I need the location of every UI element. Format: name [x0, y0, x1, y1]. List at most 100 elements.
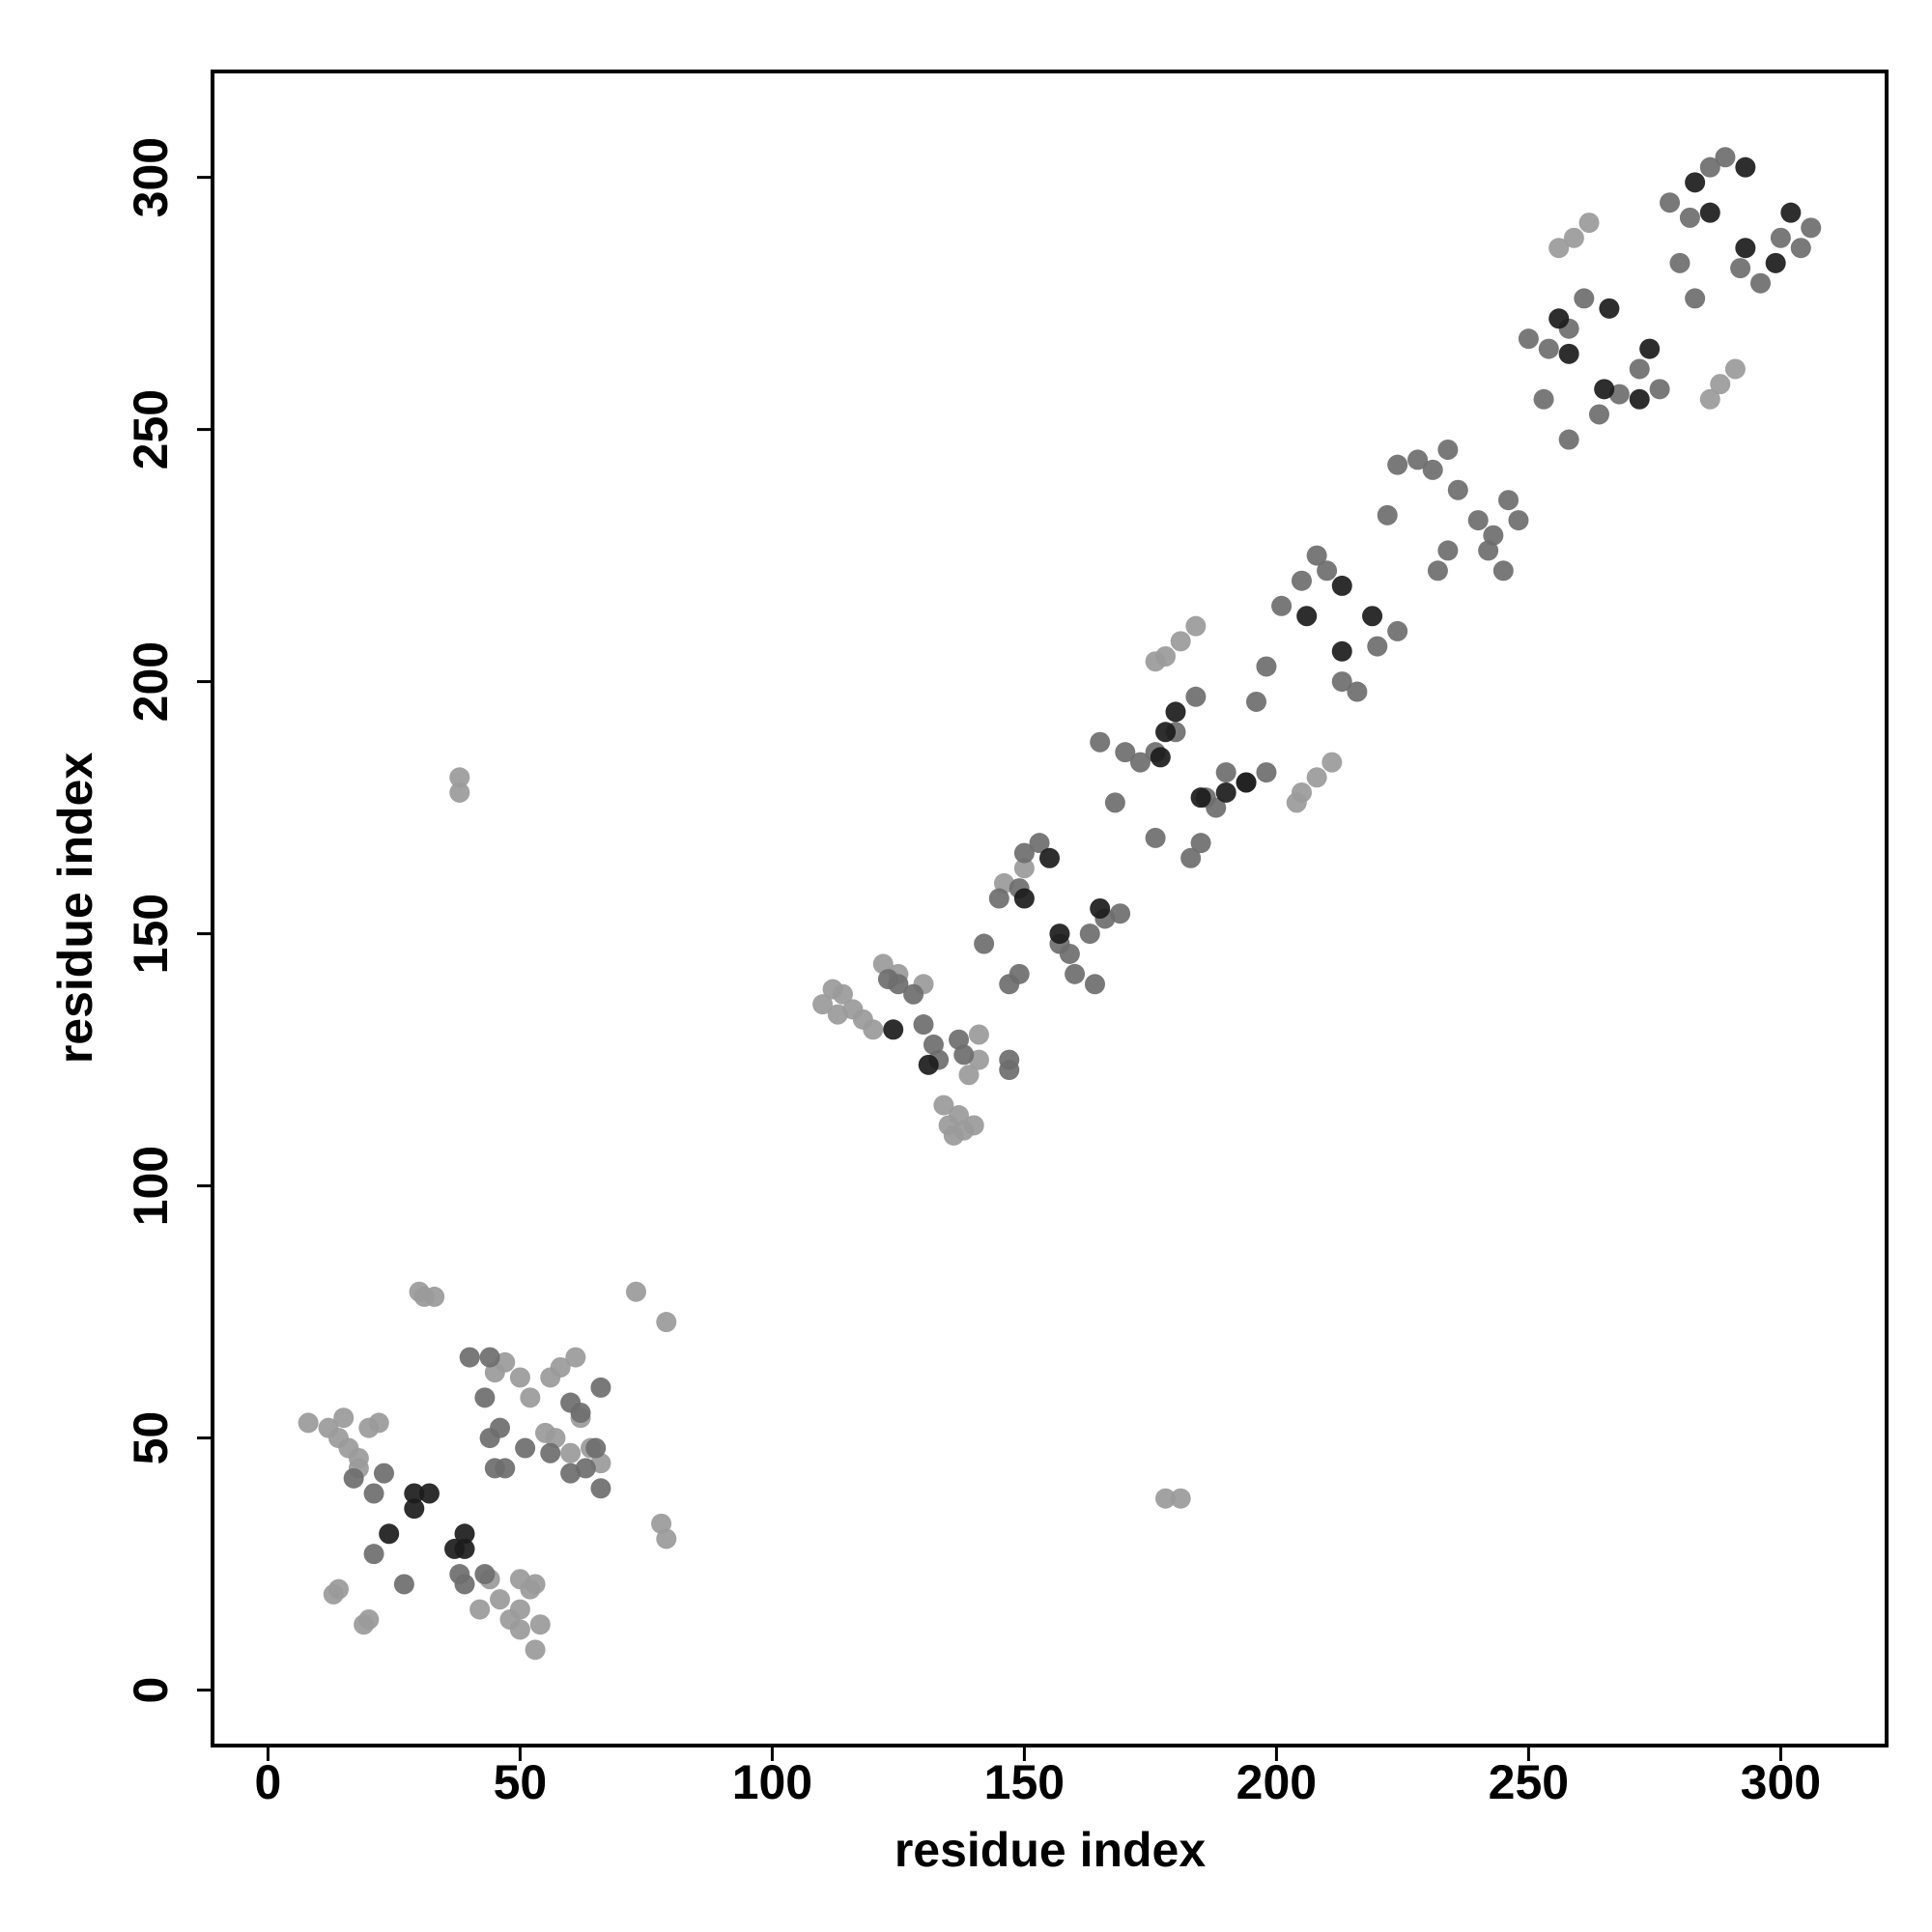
- point: [968, 1024, 989, 1045]
- point: [529, 1614, 551, 1635]
- point: [1574, 288, 1595, 309]
- point: [1306, 767, 1327, 788]
- point: [1715, 147, 1736, 168]
- point: [1170, 1488, 1191, 1509]
- point: [1110, 903, 1131, 924]
- point: [363, 1483, 384, 1504]
- point: [999, 1060, 1020, 1081]
- point: [1538, 338, 1559, 359]
- x-tick-label: 0: [255, 1755, 282, 1809]
- x-axis-label: residue index: [895, 1823, 1207, 1877]
- point: [474, 1387, 496, 1408]
- point: [1236, 772, 1257, 793]
- point: [1730, 258, 1751, 279]
- point: [1492, 560, 1514, 582]
- point: [1649, 379, 1670, 400]
- plot-frame: [211, 70, 1889, 1747]
- point: [1150, 747, 1171, 768]
- point: [1407, 449, 1429, 470]
- point: [373, 1463, 394, 1484]
- point: [1104, 792, 1125, 813]
- point: [1246, 691, 1267, 712]
- point: [1306, 545, 1327, 566]
- y-axis-label: residue index: [48, 753, 102, 1065]
- point: [1331, 575, 1352, 596]
- point: [888, 974, 909, 995]
- point: [449, 781, 470, 803]
- point: [1669, 252, 1690, 273]
- point: [1256, 762, 1277, 783]
- point: [1533, 388, 1554, 410]
- point: [1331, 671, 1352, 693]
- x-tick-label: 100: [732, 1755, 812, 1809]
- point: [1629, 388, 1650, 410]
- point: [474, 1564, 496, 1585]
- point: [1215, 781, 1236, 803]
- point: [1639, 338, 1661, 359]
- point: [1750, 272, 1772, 294]
- point: [1558, 429, 1579, 450]
- point: [454, 1538, 475, 1559]
- point: [1079, 923, 1100, 945]
- point: [1129, 752, 1151, 773]
- point: [1548, 238, 1570, 259]
- point: [509, 1619, 530, 1640]
- point: [509, 1367, 530, 1388]
- point: [1029, 833, 1050, 854]
- y-tick-label: 0: [124, 1677, 178, 1704]
- point: [449, 767, 470, 788]
- point: [1065, 963, 1086, 984]
- point: [1347, 681, 1368, 702]
- point: [1478, 540, 1499, 561]
- y-tick-label: 100: [124, 1146, 178, 1226]
- point: [1594, 379, 1615, 400]
- point: [1362, 606, 1383, 627]
- point: [1790, 238, 1811, 259]
- point: [418, 1483, 440, 1504]
- point: [1685, 288, 1706, 309]
- point: [1155, 722, 1177, 743]
- point: [974, 933, 995, 954]
- point: [1013, 842, 1035, 864]
- point: [525, 1639, 546, 1661]
- point: [1679, 207, 1700, 228]
- point: [1685, 172, 1706, 193]
- point: [883, 1019, 904, 1040]
- point: [520, 1387, 541, 1408]
- point: [454, 1523, 475, 1545]
- point: [490, 1417, 511, 1438]
- point: [1145, 827, 1166, 848]
- point: [509, 1569, 530, 1590]
- point: [953, 1044, 975, 1065]
- point: [1599, 298, 1620, 319]
- point: [949, 1105, 970, 1126]
- y-tick-label: 250: [124, 389, 178, 469]
- point: [1377, 504, 1398, 526]
- point: [1090, 731, 1111, 753]
- point: [590, 1377, 611, 1398]
- point: [1724, 358, 1746, 380]
- point: [1518, 328, 1539, 350]
- point: [1422, 459, 1443, 480]
- point: [1321, 752, 1343, 773]
- point: [1699, 388, 1720, 410]
- point: [832, 983, 853, 1005]
- point: [333, 1407, 355, 1429]
- point: [1084, 974, 1105, 995]
- point: [479, 1347, 500, 1368]
- point: [515, 1437, 536, 1459]
- x-tick-label: 250: [1489, 1755, 1569, 1809]
- point: [1145, 651, 1166, 672]
- point: [1039, 847, 1060, 868]
- point: [1271, 595, 1293, 616]
- point: [1467, 510, 1489, 531]
- point: [999, 974, 1020, 995]
- point: [1059, 943, 1080, 964]
- point: [1563, 227, 1584, 248]
- point: [1115, 742, 1136, 763]
- point: [1331, 640, 1352, 662]
- point: [1508, 510, 1529, 531]
- point: [1190, 833, 1211, 854]
- point: [1588, 404, 1609, 425]
- point: [1170, 631, 1191, 652]
